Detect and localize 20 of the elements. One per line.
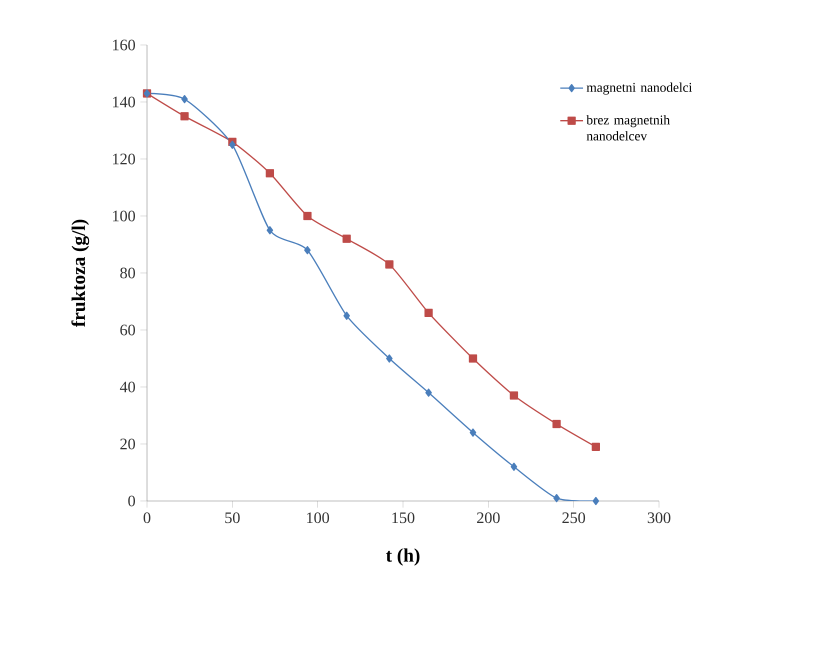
x-tick-label: 50 [225, 512, 240, 524]
legend-label: brez magnetnih nanodelcev [586, 115, 670, 140]
x-axis-title: t (h) [386, 548, 420, 566]
x-tick-label: 150 [392, 512, 414, 524]
y-tick-label: 120 [113, 154, 136, 164]
x-tick-label: 300 [648, 512, 670, 524]
y-tick-label: 0 [128, 496, 136, 506]
x-tick-label: 200 [477, 512, 500, 524]
y-tick-label: 100 [113, 210, 136, 222]
x-tick-label: 250 [562, 512, 586, 524]
y-tick-label: 160 [113, 40, 136, 50]
x-tick-label: 100 [307, 512, 330, 524]
y-axis-title: fruktoza (g/l) [71, 220, 90, 327]
y-tick-label: 80 [120, 268, 136, 278]
y-tick-label: 60 [120, 324, 136, 336]
y-tick-label: 140 [113, 96, 136, 108]
x-tick-label: 0 [144, 512, 150, 524]
y-tick-label: 40 [120, 382, 136, 392]
legend-label: magnetni nanodelci [586, 82, 692, 95]
y-tick-label: 20 [120, 438, 136, 450]
